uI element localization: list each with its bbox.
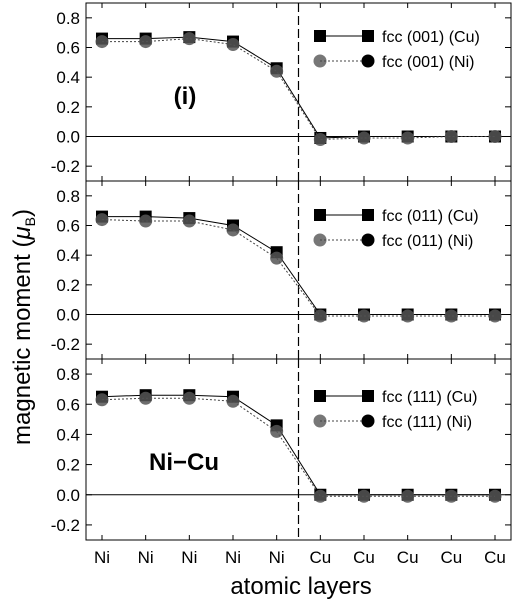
y-tick-label: 0.6 [56, 217, 80, 236]
y-tick-label: 0.8 [56, 365, 80, 384]
legend-label: fcc (011) (Ni) [382, 233, 473, 250]
data-point-circle [488, 309, 502, 323]
panel-label: (i) [174, 83, 197, 110]
data-point-circle [357, 309, 371, 323]
series-line [102, 36, 495, 139]
data-point-circle [488, 489, 502, 503]
data-point-circle [313, 489, 327, 503]
data-point-circle [444, 309, 458, 323]
data-point-circle [401, 489, 415, 503]
x-tick-label: Ni [225, 548, 241, 567]
x-tick-label: Ni [138, 548, 154, 567]
y-tick-label: 0.4 [56, 425, 80, 444]
x-tick-label: Cu [397, 548, 419, 567]
series-line [101, 394, 495, 496]
data-point-circle [95, 35, 109, 49]
data-point-circle [488, 130, 502, 143]
y-tick-label: 0.6 [56, 39, 80, 58]
data-point-circle [444, 489, 458, 503]
y-axis-label-sub: B [22, 217, 38, 226]
panel-2: -0.2 0.0 0.2 0.4 0.6 0.8 fcc (011) (Cu) fcc (01… [51, 180, 512, 360]
legend-label: fcc (001) (Cu) [382, 29, 480, 46]
data-point-circle [270, 64, 284, 78]
y-tick-label: 0.4 [56, 246, 80, 265]
panel-1: -0.2 0.0 0.2 0.4 0.6 0.8 fcc (001) (Cu) fcc (00… [51, 2, 512, 182]
series-line [102, 216, 495, 315]
x-tick-label: Ni [269, 548, 285, 567]
data-point-circle [139, 391, 153, 405]
y-tick-label: 0.8 [56, 187, 80, 206]
series-line [102, 38, 495, 140]
data-point-circle [182, 32, 196, 46]
data-point-circle [226, 223, 240, 237]
y-axis-label: magnetic moment (μB) [9, 209, 38, 445]
data-point-circle [139, 35, 153, 49]
y-tick-label: 0.4 [56, 68, 80, 87]
panel-label: Ni−Cu [149, 449, 219, 476]
y-tick-label: 0.0 [56, 128, 80, 147]
x-tick-label: Cu [484, 548, 506, 567]
x-tick-label: Cu [353, 548, 375, 567]
x-axis-label: atomic layers [230, 573, 371, 600]
legend-marker-circle [361, 414, 375, 428]
data-point-circle [95, 213, 109, 227]
x-tick-label: Cu [309, 548, 331, 567]
y-axis-label-text: magnetic moment ( [9, 240, 36, 445]
data-point-circle [401, 131, 415, 145]
y-tick-label: 0.2 [56, 276, 80, 295]
y-tick-label: -0.2 [51, 516, 80, 535]
data-point-circle [357, 489, 371, 503]
y-tick-label: 0.6 [56, 395, 80, 414]
data-point-circle [182, 214, 196, 228]
data-point-circle [139, 214, 153, 228]
panel-3: -0.2 0.0 0.2 0.4 0.6 0.8 fcc (111) (Cu) fcc (11… [51, 358, 512, 567]
legend-label: fcc (111) (Ni) [382, 414, 472, 431]
data-point-circle [226, 394, 240, 408]
y-tick-label: 0.0 [56, 486, 80, 505]
x-tick-label: Ni [94, 548, 110, 567]
legend-marker-square [362, 390, 374, 402]
legend-label: fcc (111) (Cu) [382, 389, 477, 406]
legend-marker-circle [361, 233, 375, 247]
legend-label: fcc (001) (Ni) [382, 54, 474, 71]
data-point-circle [444, 130, 458, 143]
legend-marker-square [362, 30, 374, 42]
data-point-circle [357, 131, 371, 145]
y-tick-label: 0.2 [56, 98, 80, 117]
data-point-circle [313, 309, 327, 323]
data-point-circle [313, 132, 327, 146]
data-point-circle [182, 391, 196, 405]
y-tick-label: 0.8 [56, 9, 80, 28]
data-point-circle [270, 424, 284, 438]
data-point-circle [226, 38, 240, 52]
y-tick-label: 0.2 [56, 456, 80, 475]
legend-marker-square [362, 209, 374, 221]
panels: -0.2 0.0 0.2 0.4 0.6 0.8 fcc (001) (Cu) fcc (00… [51, 2, 512, 567]
data-point-circle [270, 251, 284, 265]
legend-label: fcc (011) (Cu) [382, 208, 479, 225]
x-tick-label: Cu [440, 548, 462, 567]
y-tick-label: -0.2 [51, 157, 80, 176]
y-axis-label-close: ) [9, 209, 36, 217]
y-axis-label-mu: μ [9, 226, 36, 240]
y-tick-label: -0.2 [51, 335, 80, 354]
x-tick-label: Ni [181, 548, 197, 567]
data-point-circle [95, 393, 109, 407]
series-line [101, 219, 495, 317]
series-line [101, 397, 495, 497]
data-point-circle [401, 309, 415, 323]
legend-marker-circle [361, 54, 375, 68]
y-tick-label: 0.0 [56, 306, 80, 325]
